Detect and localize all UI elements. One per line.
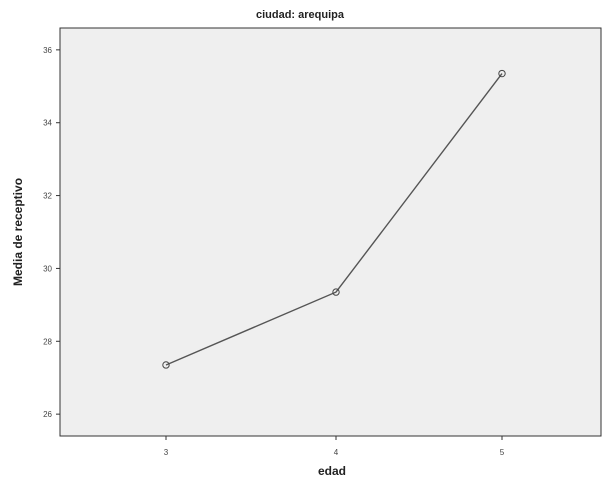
series-line: [165, 73, 503, 366]
y-tick-label: 28: [43, 337, 52, 346]
y-axis: 26 28 30 32 34 36: [43, 46, 60, 419]
plot-area: [59, 27, 602, 437]
data-point: [332, 288, 340, 296]
data-point: [498, 69, 506, 78]
x-tick-label: 4: [334, 448, 339, 457]
data-point: [162, 361, 170, 369]
chart-title: ciudad: arequipa: [256, 9, 345, 21]
y-axis-title: Media de receptivo: [11, 178, 25, 286]
y-tick-label: 26: [43, 410, 52, 419]
x-axis-title: edad: [318, 464, 346, 478]
x-tick-label: 3: [164, 448, 169, 457]
series-group: [162, 69, 506, 369]
y-tick-label: 36: [43, 46, 52, 55]
y-tick-label: 32: [43, 192, 52, 201]
y-tick-label: 30: [43, 264, 52, 273]
y-tick-label: 34: [43, 119, 52, 128]
x-axis: 3 4 5: [164, 436, 505, 457]
x-tick-label: 5: [500, 448, 505, 457]
